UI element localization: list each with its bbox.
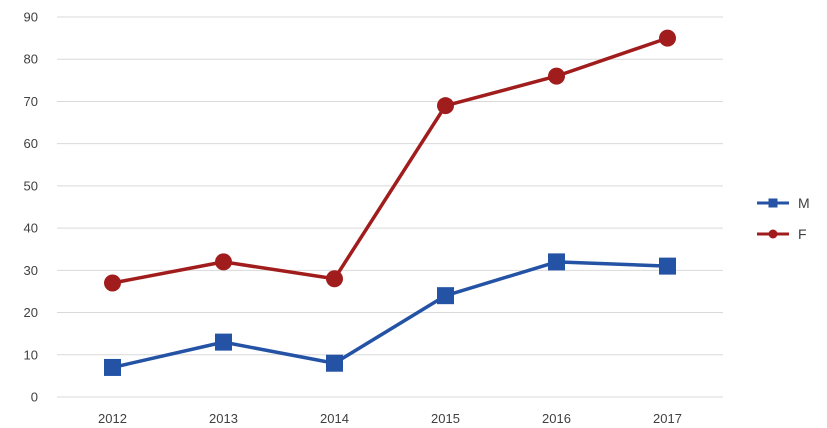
- x-tick-label: 2017: [653, 411, 682, 426]
- series-line-f: [112, 36, 669, 285]
- data-point-m: [659, 257, 676, 275]
- x-tick-label: 2012: [98, 411, 127, 426]
- data-point-f: [215, 253, 232, 271]
- series-line-m: [112, 260, 668, 370]
- data-point-m: [437, 287, 454, 305]
- y-tick-label: 60: [24, 136, 38, 151]
- x-tick-label: 2016: [542, 411, 571, 426]
- legend-item-m: M: [757, 195, 810, 211]
- data-point-f: [104, 274, 121, 292]
- y-tick-label: 0: [31, 390, 38, 405]
- legend-marker-circle: [768, 229, 778, 239]
- data-point-f: [548, 67, 565, 85]
- series-f: [104, 29, 676, 292]
- y-tick-label: 10: [24, 347, 38, 362]
- x-tick-label: 2013: [209, 411, 238, 426]
- series-layer: [104, 29, 676, 376]
- y-tick-label: 30: [24, 263, 38, 278]
- data-point-m: [548, 253, 565, 271]
- legend-label: F: [798, 226, 807, 242]
- y-tick-label: 70: [24, 94, 38, 109]
- y-axis-ticks: 0 10 20 30 40 50 60 70 80 90: [24, 10, 38, 405]
- y-tick-label: 50: [24, 178, 38, 193]
- x-axis-ticks: 2012 2013 2014 2015 2016 2017: [98, 411, 682, 426]
- series-m: [104, 253, 676, 376]
- legend-marker-square: [768, 198, 778, 208]
- data-point-m: [104, 358, 121, 376]
- legend: MF: [757, 195, 810, 242]
- data-point-f: [437, 97, 454, 115]
- y-tick-label: 40: [24, 221, 38, 236]
- legend-item-f: F: [757, 226, 807, 242]
- y-tick-label: 90: [24, 10, 38, 25]
- data-point-f: [326, 270, 343, 288]
- y-tick-label: 20: [24, 305, 38, 320]
- grid: [57, 16, 723, 398]
- x-tick-label: 2014: [320, 411, 349, 426]
- data-point-m: [326, 354, 343, 372]
- legend-label: M: [798, 195, 810, 211]
- x-tick-label: 2015: [431, 411, 460, 426]
- y-tick-label: 80: [24, 52, 38, 67]
- data-point-m: [215, 333, 232, 351]
- data-point-f: [659, 29, 676, 47]
